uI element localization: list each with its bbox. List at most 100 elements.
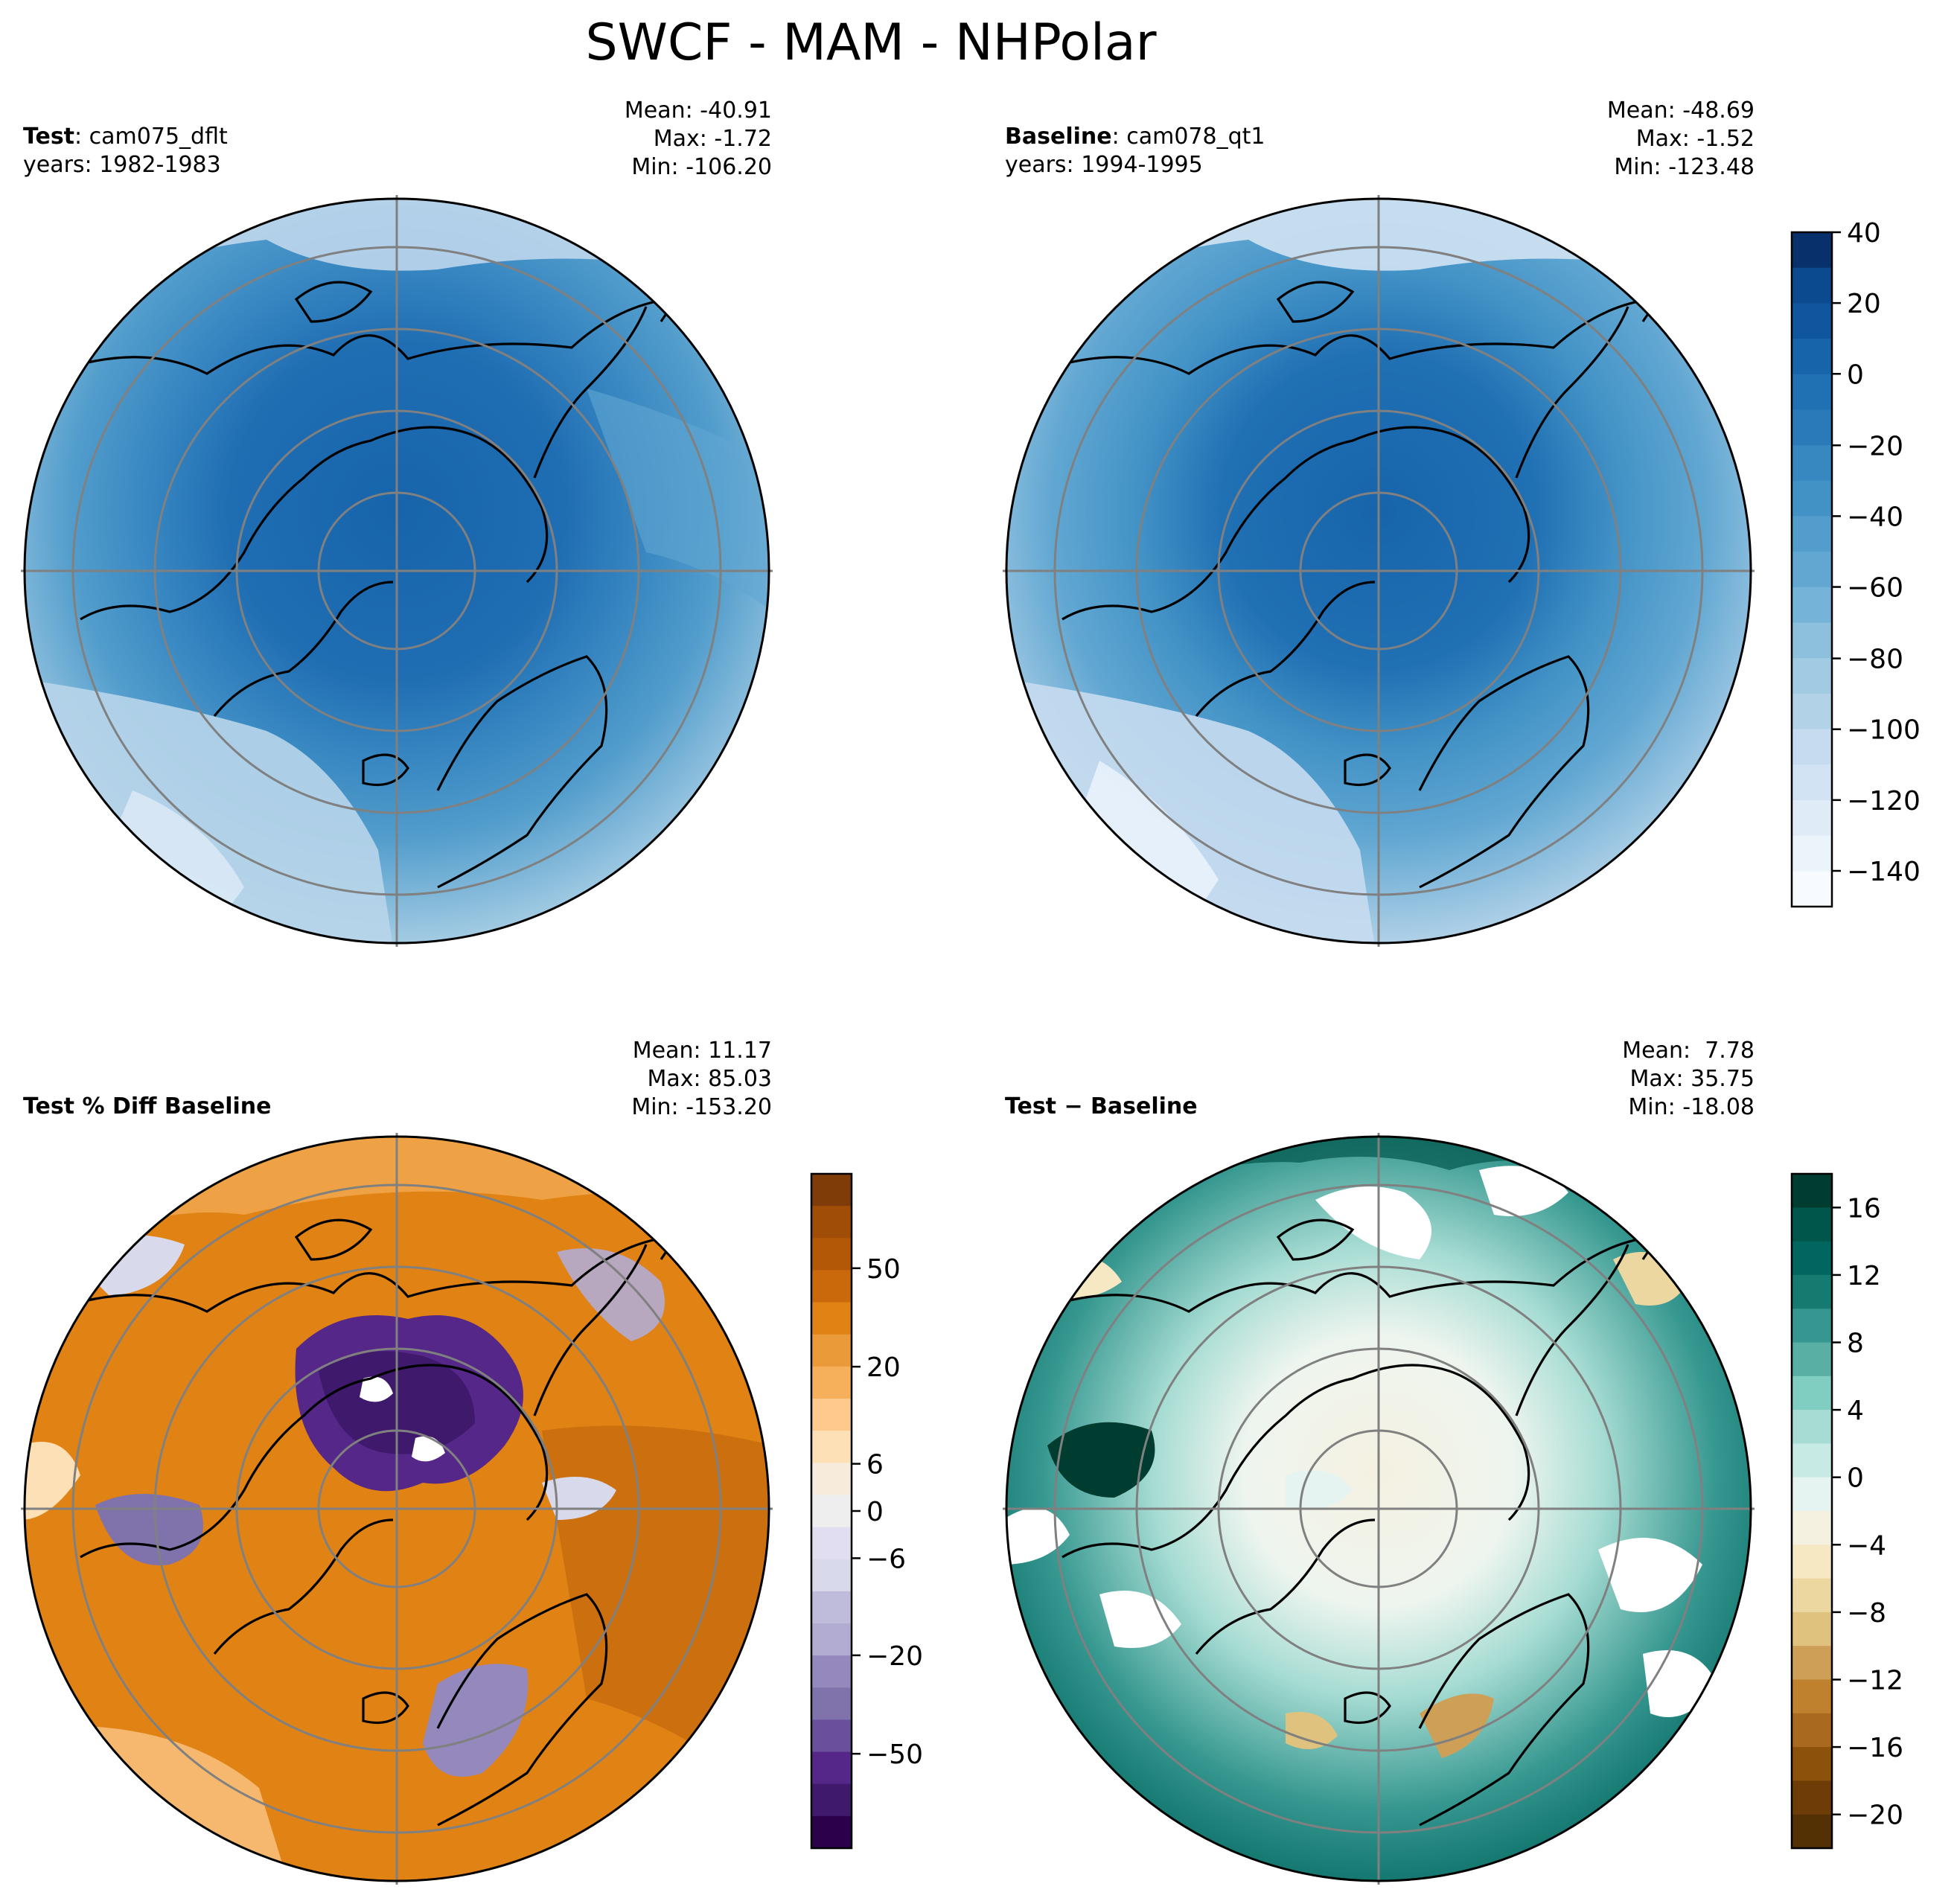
pct-diff-label: Test % Diff Baseline [23, 1093, 272, 1119]
main-colorbar-tick-label: −140 [1847, 857, 1921, 887]
diff-colorbar-block [1792, 1646, 1832, 1681]
baseline-years: years: 1994-1995 [1005, 152, 1203, 178]
main-colorbar-block [1792, 693, 1832, 730]
pct-colorbar-block [811, 1687, 852, 1721]
pct-colorbar-block [811, 1527, 852, 1560]
test-label: Test [23, 124, 75, 150]
main-colorbar-blocks [1792, 232, 1832, 907]
main-colorbar-tick-label: −20 [1847, 431, 1903, 461]
pct-diff-stats: Mean: 11.17 Max: 85.03 Min: -153.20 [631, 1037, 772, 1122]
pct-colorbar-block [811, 1719, 852, 1753]
main-colorbar-tick-label: −100 [1847, 715, 1921, 746]
pct-diff-mean: Mean: 11.17 [632, 1038, 772, 1064]
diff-colorbar-tick-label: 0 [1847, 1463, 1864, 1494]
main-colorbar-block [1792, 409, 1832, 446]
pct-colorbar-block [811, 1559, 852, 1592]
diff-colorbar-block [1792, 1578, 1832, 1613]
main-colorbar-block [1792, 764, 1832, 801]
pct-diff-colorbar-blocks [811, 1174, 852, 1849]
diff-colorbar-block [1792, 1477, 1832, 1512]
pct-diff-colorbar: 50 20 6 0 −6 −20 −50 [810, 1172, 923, 1850]
pct-colorbar-block [811, 1366, 852, 1399]
diff-colorbar-tick-label: −12 [1847, 1666, 1903, 1696]
diff-colorbar-block [1792, 1174, 1832, 1208]
main-colorbar-block [1792, 445, 1832, 482]
pct-colorbar-block [811, 1206, 852, 1239]
main-colorbar-block [1792, 339, 1832, 375]
diff-colorbar-block [1792, 1376, 1832, 1411]
diff-colorbar: 16 12 8 4 0 −4 −8 −12 −16 −20 [1790, 1172, 1903, 1850]
main-colorbar-block [1792, 552, 1832, 588]
baseline-panel-header: Baseline: cam078_qt1 years: 1994-1995 [1005, 123, 1265, 179]
baseline-stats: Mean: -48.69 Max: -1.52 Min: -123.48 [1607, 97, 1755, 182]
baseline-min: Min: -123.48 [1614, 154, 1755, 180]
baseline-max: Max: -1.52 [1635, 126, 1755, 152]
pct-colorbar-block [811, 1302, 852, 1335]
diff-colorbar-block [1792, 1511, 1832, 1545]
pct-diff-panel-header: Test % Diff Baseline [23, 1093, 272, 1121]
pct-colorbar-block [811, 1463, 852, 1496]
main-colorbar-block [1792, 587, 1832, 624]
pct-colorbar-tick-label: 20 [866, 1352, 901, 1383]
diff-colorbar-block [1792, 1780, 1832, 1815]
main-colorbar-block [1792, 232, 1832, 269]
pct-colorbar-block [811, 1591, 852, 1624]
diff-colorbar-blocks [1792, 1174, 1832, 1849]
diff-stats: Mean: 7.78 Max: 35.75 Min: -18.08 [1622, 1037, 1755, 1122]
pct-diff-min: Min: -153.20 [631, 1094, 772, 1120]
baseline-label: Baseline [1005, 124, 1112, 150]
test-case-name: : cam075_dflt [74, 124, 228, 150]
main-colorbar-block [1792, 303, 1832, 339]
figure-title: SWCF - MAM - NHPolar [585, 13, 1157, 72]
diff-colorbar-block [1792, 1309, 1832, 1344]
diff-colorbar-tick-label: −4 [1847, 1530, 1886, 1561]
pct-colorbar-block [811, 1399, 852, 1431]
pct-colorbar-tick-label: −50 [866, 1740, 923, 1770]
baseline-case-name: : cam078_qt1 [1111, 124, 1265, 150]
test-min: Min: -106.20 [631, 154, 772, 180]
pct-colorbar-block [811, 1815, 852, 1849]
test-max: Max: -1.72 [653, 126, 772, 152]
pct-colorbar-block [811, 1655, 852, 1688]
diff-colorbar-block [1792, 1713, 1832, 1748]
main-colorbar-block [1792, 267, 1832, 304]
test-years: years: 1982-1983 [23, 152, 221, 178]
test-panel-header: Test: cam075_dflt years: 1982-1983 [23, 123, 228, 179]
diff-colorbar-block [1792, 1342, 1832, 1377]
pct-colorbar-tick-label: −6 [866, 1544, 906, 1574]
diff-colorbar-block [1792, 1814, 1832, 1849]
diff-max: Max: 35.75 [1629, 1066, 1755, 1092]
test-stats: Mean: -40.91 Max: -1.72 Min: -106.20 [625, 97, 772, 182]
main-colorbar-block [1792, 799, 1832, 837]
pct-colorbar-block [811, 1174, 852, 1207]
diff-min: Min: -18.08 [1628, 1094, 1755, 1120]
diff-colorbar-tick-label: 16 [1847, 1193, 1881, 1224]
diff-colorbar-block [1792, 1207, 1832, 1242]
pct-colorbar-block [811, 1334, 852, 1367]
pct-colorbar-block [811, 1270, 852, 1303]
pct-colorbar-block [811, 1431, 852, 1463]
diff-mean: Mean: 7.78 [1622, 1038, 1755, 1064]
main-colorbar-tick-label: 40 [1847, 218, 1881, 249]
main-colorbar-tick-label: 0 [1847, 360, 1864, 390]
diff-colorbar-tick-label: −8 [1847, 1598, 1886, 1629]
main-colorbar-tick-label: −120 [1847, 786, 1921, 817]
diff-label: Test − Baseline [1005, 1093, 1198, 1119]
diff-colorbar-tick-label: 4 [1847, 1396, 1864, 1426]
pct-colorbar-tick-label: −20 [866, 1641, 923, 1672]
diff-polar-map [1003, 1133, 1755, 1885]
main-colorbar-block [1792, 622, 1832, 659]
diff-colorbar-block [1792, 1241, 1832, 1276]
diff-colorbar-ticks: 16 12 8 4 0 −4 −8 −12 −16 −20 [1832, 1193, 1903, 1831]
diff-colorbar-block [1792, 1410, 1832, 1444]
main-colorbar-block [1792, 835, 1832, 872]
diff-colorbar-tick-label: −16 [1847, 1733, 1903, 1763]
diff-colorbar-block [1792, 1611, 1832, 1646]
diff-colorbar-block [1792, 1274, 1832, 1309]
test-mean: Mean: -40.91 [624, 98, 772, 124]
pct-colorbar-block [811, 1495, 852, 1528]
diff-colorbar-tick-label: −20 [1847, 1801, 1903, 1831]
diff-colorbar-tick-label: 8 [1847, 1329, 1864, 1359]
test-polar-map [21, 195, 773, 947]
main-colorbar-block [1792, 658, 1832, 694]
